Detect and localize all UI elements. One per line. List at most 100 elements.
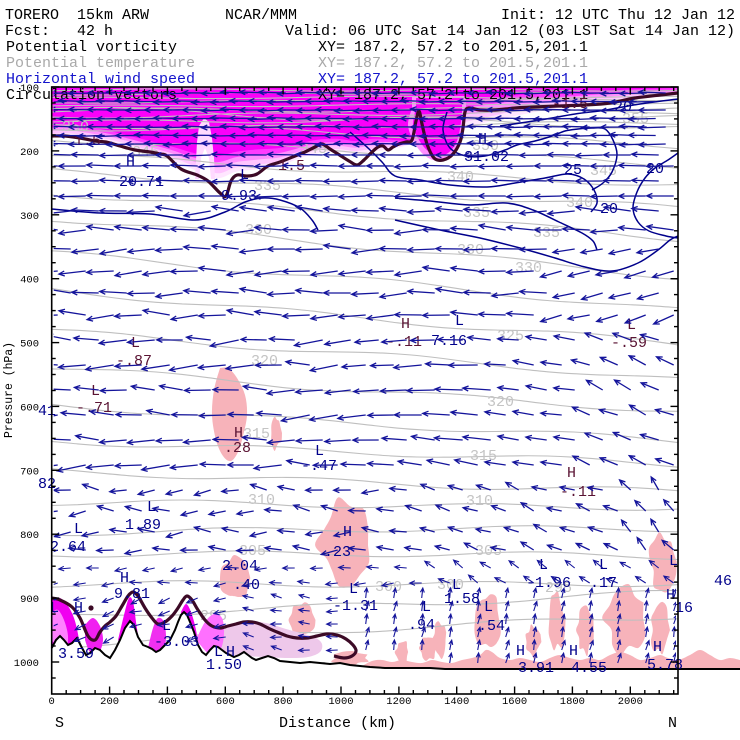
svg-text:L: L xyxy=(349,581,358,598)
svg-text:TORERO 15km ARW: TORERO 15km ARW xyxy=(5,7,149,24)
svg-text:3.59: 3.59 xyxy=(58,646,94,663)
svg-text:H: H xyxy=(569,643,578,660)
svg-text:XY= 187.2, 57.2 to 201.5,201.1: XY= 187.2, 57.2 to 201.5,201.1 xyxy=(318,55,588,72)
svg-text:.28: .28 xyxy=(224,440,251,457)
svg-text:82: 82 xyxy=(38,476,56,493)
svg-text:Fcst: 42 h: Fcst: 42 h xyxy=(5,23,113,40)
svg-text:330: 330 xyxy=(245,222,272,239)
svg-text:H: H xyxy=(653,639,662,656)
svg-text:315: 315 xyxy=(470,448,497,465)
svg-text:H: H xyxy=(226,644,235,661)
svg-text:NCAR/MMM: NCAR/MMM xyxy=(225,7,297,24)
svg-text:-.87: -.87 xyxy=(116,353,152,370)
svg-text:7.16: 7.16 xyxy=(431,333,467,350)
svg-text:H: H xyxy=(401,316,410,333)
svg-text:.94: .94 xyxy=(408,617,435,634)
svg-text:L: L xyxy=(50,600,59,617)
svg-text:1000: 1000 xyxy=(328,696,353,708)
svg-text:2.64: 2.64 xyxy=(50,539,86,556)
svg-text:L: L xyxy=(131,335,140,352)
svg-text:1200: 1200 xyxy=(386,696,411,708)
svg-text:320: 320 xyxy=(251,353,278,370)
svg-text:.17: .17 xyxy=(590,575,617,592)
svg-text:310: 310 xyxy=(248,492,275,509)
svg-text:.40: .40 xyxy=(233,577,260,594)
svg-text:500: 500 xyxy=(20,339,39,351)
svg-text:305: 305 xyxy=(475,543,502,560)
svg-text:Potential vorticity: Potential vorticity xyxy=(6,39,177,56)
svg-text:350: 350 xyxy=(472,138,499,155)
svg-text:-1.5: -1.5 xyxy=(269,158,305,175)
svg-text:400: 400 xyxy=(20,275,39,287)
svg-text:L: L xyxy=(627,317,636,334)
svg-text:Potential temperature: Potential temperature xyxy=(6,55,195,72)
svg-text:1600: 1600 xyxy=(502,696,527,708)
svg-text:L: L xyxy=(91,383,100,400)
svg-text:330: 330 xyxy=(457,242,484,259)
svg-text:N: N xyxy=(668,715,677,732)
svg-text:L: L xyxy=(214,644,223,661)
svg-text:1.89: 1.89 xyxy=(125,517,161,534)
svg-text:41: 41 xyxy=(38,403,56,420)
svg-text:H: H xyxy=(516,643,525,660)
svg-text:305: 305 xyxy=(239,543,266,560)
svg-text:H: H xyxy=(234,425,243,442)
svg-text:-1.96: -1.96 xyxy=(526,575,571,592)
svg-text:L: L xyxy=(599,557,608,574)
svg-text:900: 900 xyxy=(20,594,39,606)
svg-text:Init: 12 UTC Thu 12 Jan 12: Init: 12 UTC Thu 12 Jan 12 xyxy=(501,7,735,24)
svg-text:L: L xyxy=(315,443,324,460)
svg-text:H: H xyxy=(126,154,135,171)
svg-text:L: L xyxy=(147,499,156,516)
svg-text:L: L xyxy=(455,313,464,330)
svg-text:600: 600 xyxy=(20,402,39,414)
svg-text:310: 310 xyxy=(466,493,493,510)
svg-text:100: 100 xyxy=(20,83,39,95)
svg-text:L: L xyxy=(669,553,678,570)
svg-text:800: 800 xyxy=(274,696,293,708)
svg-text:-.59: -.59 xyxy=(611,335,647,352)
svg-text:1800: 1800 xyxy=(560,696,585,708)
svg-text:335: 335 xyxy=(533,225,560,242)
svg-text:300: 300 xyxy=(20,211,39,223)
svg-text:-.11: -.11 xyxy=(386,334,422,351)
svg-text:Circulation vectors: Circulation vectors xyxy=(6,87,177,104)
svg-text:700: 700 xyxy=(20,466,39,478)
svg-text:.23: .23 xyxy=(324,544,351,561)
svg-text:-.47: -.47 xyxy=(301,458,337,475)
svg-text:46: 46 xyxy=(714,573,732,590)
svg-text:XY= 187.2, 57.2 to 201.5,201.1: XY= 187.2, 57.2 to 201.5,201.1 xyxy=(318,39,588,56)
svg-text:S: S xyxy=(55,715,64,732)
svg-text:340: 340 xyxy=(566,195,593,212)
svg-text:320: 320 xyxy=(487,394,514,411)
svg-text:325: 325 xyxy=(497,328,524,345)
svg-text:340: 340 xyxy=(447,169,474,186)
svg-text:20: 20 xyxy=(646,161,664,178)
svg-text:600: 600 xyxy=(216,696,235,708)
svg-text:1400: 1400 xyxy=(444,696,469,708)
svg-text:31.02: 31.02 xyxy=(464,149,509,166)
svg-text:25: 25 xyxy=(564,162,582,179)
svg-text:3.91: 3.91 xyxy=(518,660,554,677)
svg-text:20: 20 xyxy=(600,201,618,218)
svg-text:Distance (km): Distance (km) xyxy=(279,715,396,732)
svg-text:-1.31: -1.31 xyxy=(333,598,378,615)
svg-text:L: L xyxy=(74,521,83,538)
svg-text:16: 16 xyxy=(675,600,693,617)
svg-text:H: H xyxy=(478,131,487,148)
svg-text:L: L xyxy=(240,167,249,184)
svg-text:200: 200 xyxy=(20,147,39,159)
svg-text:Valid: 06 UTC Sat 14 Jan 12 (0: Valid: 06 UTC Sat 14 Jan 12 (03 LST Sat … xyxy=(285,23,735,40)
svg-text:XY= 187.2, 57.2 to 201.5,201.1: XY= 187.2, 57.2 to 201.5,201.1 xyxy=(318,71,588,88)
svg-text:Horizontal wind speed: Horizontal wind speed xyxy=(6,71,195,88)
svg-text:20: 20 xyxy=(614,99,632,116)
svg-text:9.81: 9.81 xyxy=(114,586,150,603)
svg-text:0: 0 xyxy=(49,696,55,708)
svg-text:.54: .54 xyxy=(478,618,505,635)
svg-text:400: 400 xyxy=(158,696,177,708)
svg-text:1.58: 1.58 xyxy=(444,591,480,608)
svg-text:H: H xyxy=(567,465,576,482)
svg-text:L: L xyxy=(452,577,461,594)
svg-text:800: 800 xyxy=(20,530,39,542)
svg-text:1000: 1000 xyxy=(14,658,39,670)
